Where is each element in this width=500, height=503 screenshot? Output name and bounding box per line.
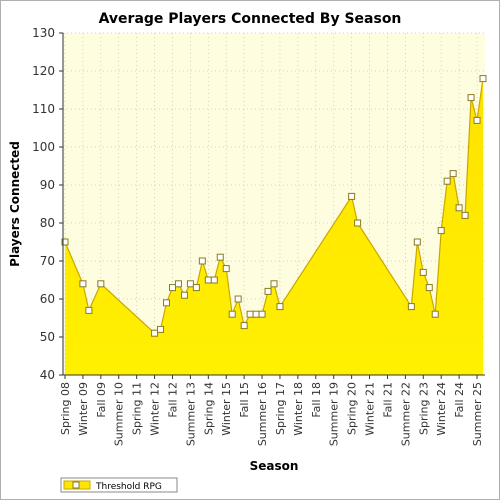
- x-axis-ticks: Spring 08 Winter 09 Fall 09 Summer 10 Spring…: [59, 375, 484, 446]
- x-tick-label: Summer 16: [256, 382, 269, 446]
- data-point-marker: [174, 280, 182, 288]
- x-tick-label: Spring 17: [274, 382, 287, 435]
- y-tick-label: 40: [40, 368, 55, 382]
- data-point-marker: [240, 322, 248, 330]
- x-tick-label: Winter 18: [292, 382, 305, 436]
- data-point-marker: [79, 280, 87, 288]
- x-tick-label: Fall 21: [381, 382, 394, 418]
- series-markers: [61, 75, 487, 337]
- data-point-marker: [479, 75, 487, 83]
- x-tick-label: Summer 25: [471, 382, 484, 446]
- x-tick-label: Summer 10: [113, 382, 126, 446]
- legend-marker-icon: [72, 481, 80, 489]
- data-point-marker: [473, 116, 481, 124]
- y-tick-label: 130: [32, 26, 55, 40]
- x-tick-label: Spring 08: [59, 382, 72, 435]
- x-tick-label: Winter 21: [364, 382, 377, 436]
- data-point-marker: [61, 238, 69, 246]
- y-axis-ticks: 40 50 60 70 80 90 100 110 120 130: [32, 26, 63, 382]
- data-point-marker: [192, 284, 200, 292]
- y-axis-label: Players Connected: [8, 141, 22, 267]
- data-point-marker: [198, 257, 206, 265]
- y-tick-label: 120: [32, 64, 55, 78]
- data-point-marker: [157, 325, 165, 333]
- x-tick-label: Spring 14: [202, 382, 215, 435]
- y-tick-label: 110: [32, 102, 55, 116]
- x-tick-label: Winter 24: [435, 382, 448, 436]
- data-point-marker: [425, 284, 433, 292]
- data-point-marker: [437, 227, 445, 235]
- data-point-marker: [449, 170, 457, 178]
- x-tick-label: Fall 15: [238, 382, 251, 418]
- data-point-marker: [407, 303, 415, 311]
- data-point-marker: [246, 310, 254, 318]
- y-tick-label: 70: [40, 254, 55, 268]
- x-tick-label: Fall 12: [166, 382, 179, 418]
- data-point-marker: [163, 299, 171, 307]
- data-point-marker: [258, 310, 266, 318]
- data-point-marker: [431, 310, 439, 318]
- data-point-marker: [455, 204, 463, 212]
- legend: Threshold RPG: [60, 477, 178, 493]
- data-point-marker: [97, 280, 105, 288]
- chart-title: Average Players Connected By Season: [99, 11, 402, 27]
- data-point-marker: [210, 276, 218, 284]
- y-tick-label: 90: [40, 178, 55, 192]
- x-tick-label: Summer 22: [399, 382, 412, 446]
- x-tick-label: Summer 13: [184, 382, 197, 446]
- y-tick-label: 100: [32, 140, 55, 154]
- data-point-marker: [180, 291, 188, 299]
- data-point-marker: [413, 238, 421, 246]
- data-point-marker: [461, 211, 469, 219]
- x-tick-label: Summer 19: [328, 382, 341, 446]
- data-point-marker: [222, 265, 230, 273]
- data-point-marker: [467, 94, 475, 102]
- x-axis-label: Season: [250, 459, 299, 473]
- x-tick-label: Spring 23: [417, 382, 430, 435]
- data-point-marker: [186, 280, 194, 288]
- y-tick-label: 60: [40, 292, 55, 306]
- data-point-marker: [270, 280, 278, 288]
- data-point-marker: [276, 303, 284, 311]
- data-point-marker: [85, 306, 93, 314]
- data-point-marker: [443, 177, 451, 185]
- x-tick-label: Spring 11: [131, 382, 144, 435]
- data-point-marker: [204, 276, 212, 284]
- x-tick-label: Winter 15: [220, 382, 233, 436]
- data-point-marker: [264, 287, 272, 295]
- data-point-marker: [348, 192, 356, 200]
- y-tick-label: 80: [40, 216, 55, 230]
- y-tick-label: 50: [40, 330, 55, 344]
- data-point-marker: [151, 329, 159, 337]
- x-tick-label: Winter 09: [77, 382, 90, 436]
- data-point-marker: [252, 310, 260, 318]
- x-tick-label: Spring 20: [346, 382, 359, 435]
- x-tick-label: Winter 12: [149, 382, 162, 436]
- data-point-marker: [216, 253, 224, 261]
- data-point-marker: [234, 295, 242, 303]
- legend-label: Threshold RPG: [95, 482, 162, 492]
- x-tick-label: Fall 24: [453, 382, 466, 418]
- data-point-marker: [354, 219, 362, 227]
- data-point-marker: [228, 310, 236, 318]
- data-point-marker: [168, 284, 176, 292]
- data-point-marker: [419, 268, 427, 276]
- x-tick-label: Fall 18: [310, 382, 323, 418]
- x-tick-label: Fall 09: [95, 382, 108, 418]
